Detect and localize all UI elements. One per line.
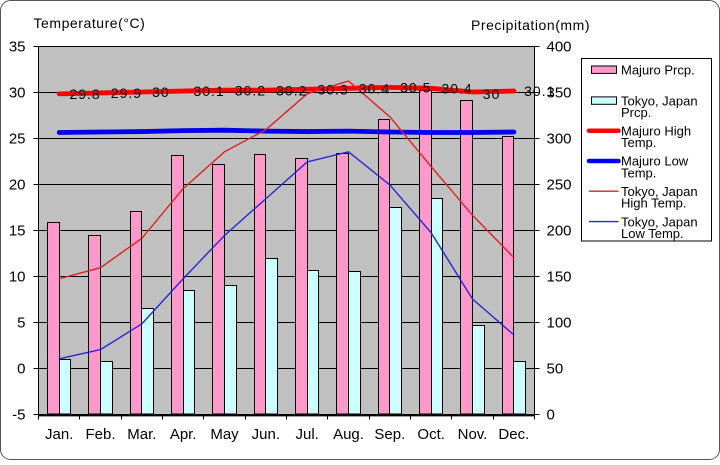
svg-text:30: 30: [9, 85, 26, 102]
svg-text:-5: -5: [12, 407, 25, 424]
svg-text:30.2: 30.2: [276, 82, 307, 98]
svg-text:Precipitation(mm): Precipitation(mm): [471, 17, 590, 33]
svg-text:Low Temp.: Low Temp.: [621, 226, 684, 241]
svg-text:10: 10: [9, 269, 26, 286]
svg-text:Temperature(°C): Temperature(°C): [34, 15, 146, 31]
svg-text:5: 5: [17, 315, 25, 332]
svg-text:Tokyo, Japan: Tokyo, Japan: [621, 214, 698, 229]
svg-text:Sep.: Sep.: [374, 426, 405, 443]
svg-text:30: 30: [483, 86, 501, 102]
svg-text:Nov.: Nov.: [458, 426, 488, 443]
svg-text:35: 35: [9, 39, 26, 56]
svg-text:350: 350: [547, 85, 572, 102]
svg-text:Temp.: Temp.: [621, 165, 656, 180]
svg-text:50: 50: [547, 361, 564, 378]
svg-text:30.4: 30.4: [441, 80, 472, 96]
svg-text:Majuro High: Majuro High: [621, 123, 691, 138]
svg-text:High Temp.: High Temp.: [621, 196, 687, 211]
svg-text:Mar.: Mar.: [127, 426, 156, 443]
svg-text:25: 25: [9, 131, 26, 148]
svg-text:0: 0: [17, 361, 25, 378]
svg-text:Apr.: Apr.: [170, 426, 197, 443]
svg-text:Aug.: Aug.: [333, 426, 364, 443]
svg-text:Feb.: Feb.: [85, 426, 115, 443]
svg-text:250: 250: [547, 177, 572, 194]
svg-text:29.9: 29.9: [111, 85, 142, 101]
svg-text:30.4: 30.4: [359, 80, 390, 96]
svg-text:Tokyo, Japan: Tokyo, Japan: [621, 184, 698, 199]
svg-text:Prcp.: Prcp.: [621, 105, 651, 120]
svg-text:100: 100: [547, 315, 572, 332]
svg-text:Jun.: Jun.: [252, 426, 280, 443]
svg-text:150: 150: [547, 269, 572, 286]
svg-text:0: 0: [547, 407, 555, 424]
svg-text:Majuro Low: Majuro Low: [621, 154, 689, 169]
svg-text:200: 200: [547, 223, 572, 240]
svg-text:30.1: 30.1: [524, 83, 555, 99]
svg-text:Dec.: Dec.: [498, 426, 529, 443]
svg-text:Tokyo, Japan: Tokyo, Japan: [621, 93, 698, 108]
svg-text:29.8: 29.8: [69, 86, 100, 102]
svg-text:Jan.: Jan.: [45, 426, 73, 443]
svg-text:May: May: [210, 426, 239, 443]
svg-text:Jul.: Jul.: [295, 426, 318, 443]
svg-text:30.3: 30.3: [317, 81, 348, 97]
svg-text:20: 20: [9, 177, 26, 194]
svg-text:Oct.: Oct.: [417, 426, 445, 443]
svg-text:30.2: 30.2: [235, 82, 266, 98]
svg-text:30.1: 30.1: [193, 83, 224, 99]
svg-text:Temp.: Temp.: [621, 135, 656, 150]
svg-text:400: 400: [547, 39, 572, 56]
svg-text:Majuro Prcp.: Majuro Prcp.: [621, 62, 695, 77]
svg-text:30: 30: [152, 84, 170, 100]
svg-text:30.5: 30.5: [400, 80, 431, 96]
svg-text:15: 15: [9, 223, 26, 240]
svg-text:300: 300: [547, 131, 572, 148]
